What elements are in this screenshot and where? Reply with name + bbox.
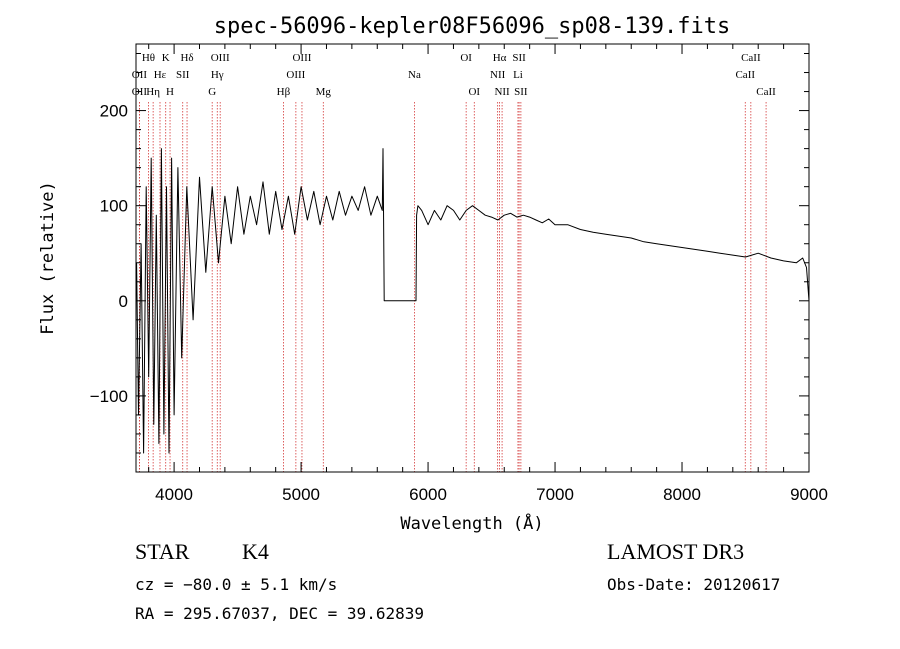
observation-date: Obs-Date: 20120617 [607,575,781,594]
marker-label: Hα [493,52,507,64]
marker-label: Na [408,69,421,81]
x-axis-label: Wavelength (Å) [400,512,543,534]
marker-label: Hγ [211,69,224,81]
marker-label: Mg [316,86,332,98]
marker-label: NII [494,86,510,98]
redshift-readout: cz = −80.0 ± 5.1 km/s [135,575,338,594]
marker-label: OII [132,69,148,81]
x-tick-label: 9000 [790,485,828,504]
marker-label: OIII [286,69,305,81]
marker-label: SII [512,52,526,64]
y-tick-label: 100 [100,197,128,216]
marker-label: CaII [756,86,776,98]
marker-label: OI [468,86,480,98]
marker-label: SII [514,86,528,98]
marker-label: K [162,52,170,64]
spectral-line-markers: Hθ K Hδ OIII OIII OI Hα SII CaII OII Hε SII Hγ OIII NI… [132,52,776,472]
marker-label: Hθ [142,52,155,64]
marker-label: H [166,86,174,98]
y-axis-label: Flux (relative) [38,181,58,335]
x-tick-label: 5000 [282,485,320,504]
x-tick-label: 4000 [155,485,193,504]
flux-series [136,148,810,454]
object-subclass: K4 [242,539,269,564]
marker-label: Hη [146,86,160,98]
coordinates-readout: RA = 295.67037, DEC = 39.62839 [135,604,424,623]
marker-label: CaII [735,69,755,81]
marker-label: SII [176,69,190,81]
y-tick-label: −100 [90,387,128,406]
marker-label: CaII [741,52,761,64]
marker-label: Hδ [180,52,193,64]
x-tick-label: 8000 [663,485,701,504]
marker-label: NII [490,69,506,81]
marker-label: Li [513,69,523,81]
marker-label: Hβ [277,86,291,98]
marker-label: OIII [292,52,311,64]
marker-label: Hε [154,69,167,81]
y-tick-label: 200 [100,102,128,121]
marker-label: OI [460,52,472,64]
x-tick-label: 6000 [409,485,447,504]
chart-title: spec-56096-kepler08F56096_sp08-139.fits [214,14,731,39]
survey-name: LAMOST DR3 [607,539,745,564]
object-class: STAR [135,539,190,564]
marker-label: G [208,86,216,98]
marker-label: OIII [211,52,230,64]
x-tick-label: 7000 [536,485,574,504]
plot-frame [135,43,810,473]
y-tick-label: 0 [119,292,128,311]
flux-line [136,148,810,454]
axes: 4000 5000 6000 7000 8000 9000 −100 0 100 200 [90,44,828,504]
